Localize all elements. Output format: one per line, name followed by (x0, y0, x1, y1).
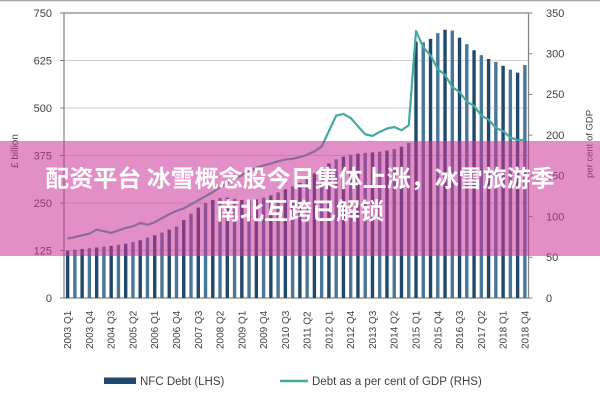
svg-text:2009 Q4: 2009 Q4 (259, 310, 270, 349)
svg-text:2017 Q2: 2017 Q2 (477, 310, 488, 349)
svg-text:2008 Q2: 2008 Q2 (216, 310, 227, 349)
svg-text:NFC Debt (LHS): NFC Debt (LHS) (140, 376, 225, 388)
svg-text:200: 200 (546, 130, 564, 142)
svg-text:2009 Q1: 2009 Q1 (237, 310, 248, 349)
svg-text:2018 Q1: 2018 Q1 (499, 310, 510, 349)
svg-text:2018 Q4: 2018 Q4 (520, 310, 531, 349)
svg-text:2014 Q2: 2014 Q2 (390, 310, 401, 349)
svg-text:2004 Q3: 2004 Q3 (107, 310, 118, 349)
svg-text:2012 Q4: 2012 Q4 (346, 310, 357, 349)
svg-text:2013 Q3: 2013 Q3 (368, 310, 379, 349)
svg-text:2006 Q1: 2006 Q1 (150, 310, 161, 349)
svg-text:2006 Q4: 2006 Q4 (172, 310, 183, 349)
svg-text:2015 Q4: 2015 Q4 (433, 310, 444, 349)
svg-text:2016 Q3: 2016 Q3 (455, 310, 466, 349)
svg-text:750: 750 (34, 8, 52, 20)
svg-text:2007 Q3: 2007 Q3 (194, 310, 205, 349)
svg-text:2012 Q1: 2012 Q1 (324, 310, 335, 349)
svg-text:2003 Q4: 2003 Q4 (85, 310, 96, 349)
svg-text:625: 625 (34, 55, 52, 67)
svg-text:2005 Q2: 2005 Q2 (128, 310, 139, 349)
svg-text:2003 Q1: 2003 Q1 (63, 310, 74, 349)
svg-text:2010 Q3: 2010 Q3 (281, 310, 292, 349)
svg-text:250: 250 (546, 89, 564, 101)
svg-text:500: 500 (34, 103, 52, 115)
svg-text:2015 Q1: 2015 Q1 (412, 310, 423, 349)
svg-text:Debt as a per cent of GDP (RHS: Debt as a per cent of GDP (RHS) (312, 376, 482, 388)
svg-text:350: 350 (546, 8, 564, 20)
svg-text:0: 0 (546, 293, 552, 305)
svg-text:0: 0 (46, 293, 52, 305)
svg-text:300: 300 (546, 49, 564, 61)
svg-text:2011 Q2: 2011 Q2 (303, 311, 314, 349)
